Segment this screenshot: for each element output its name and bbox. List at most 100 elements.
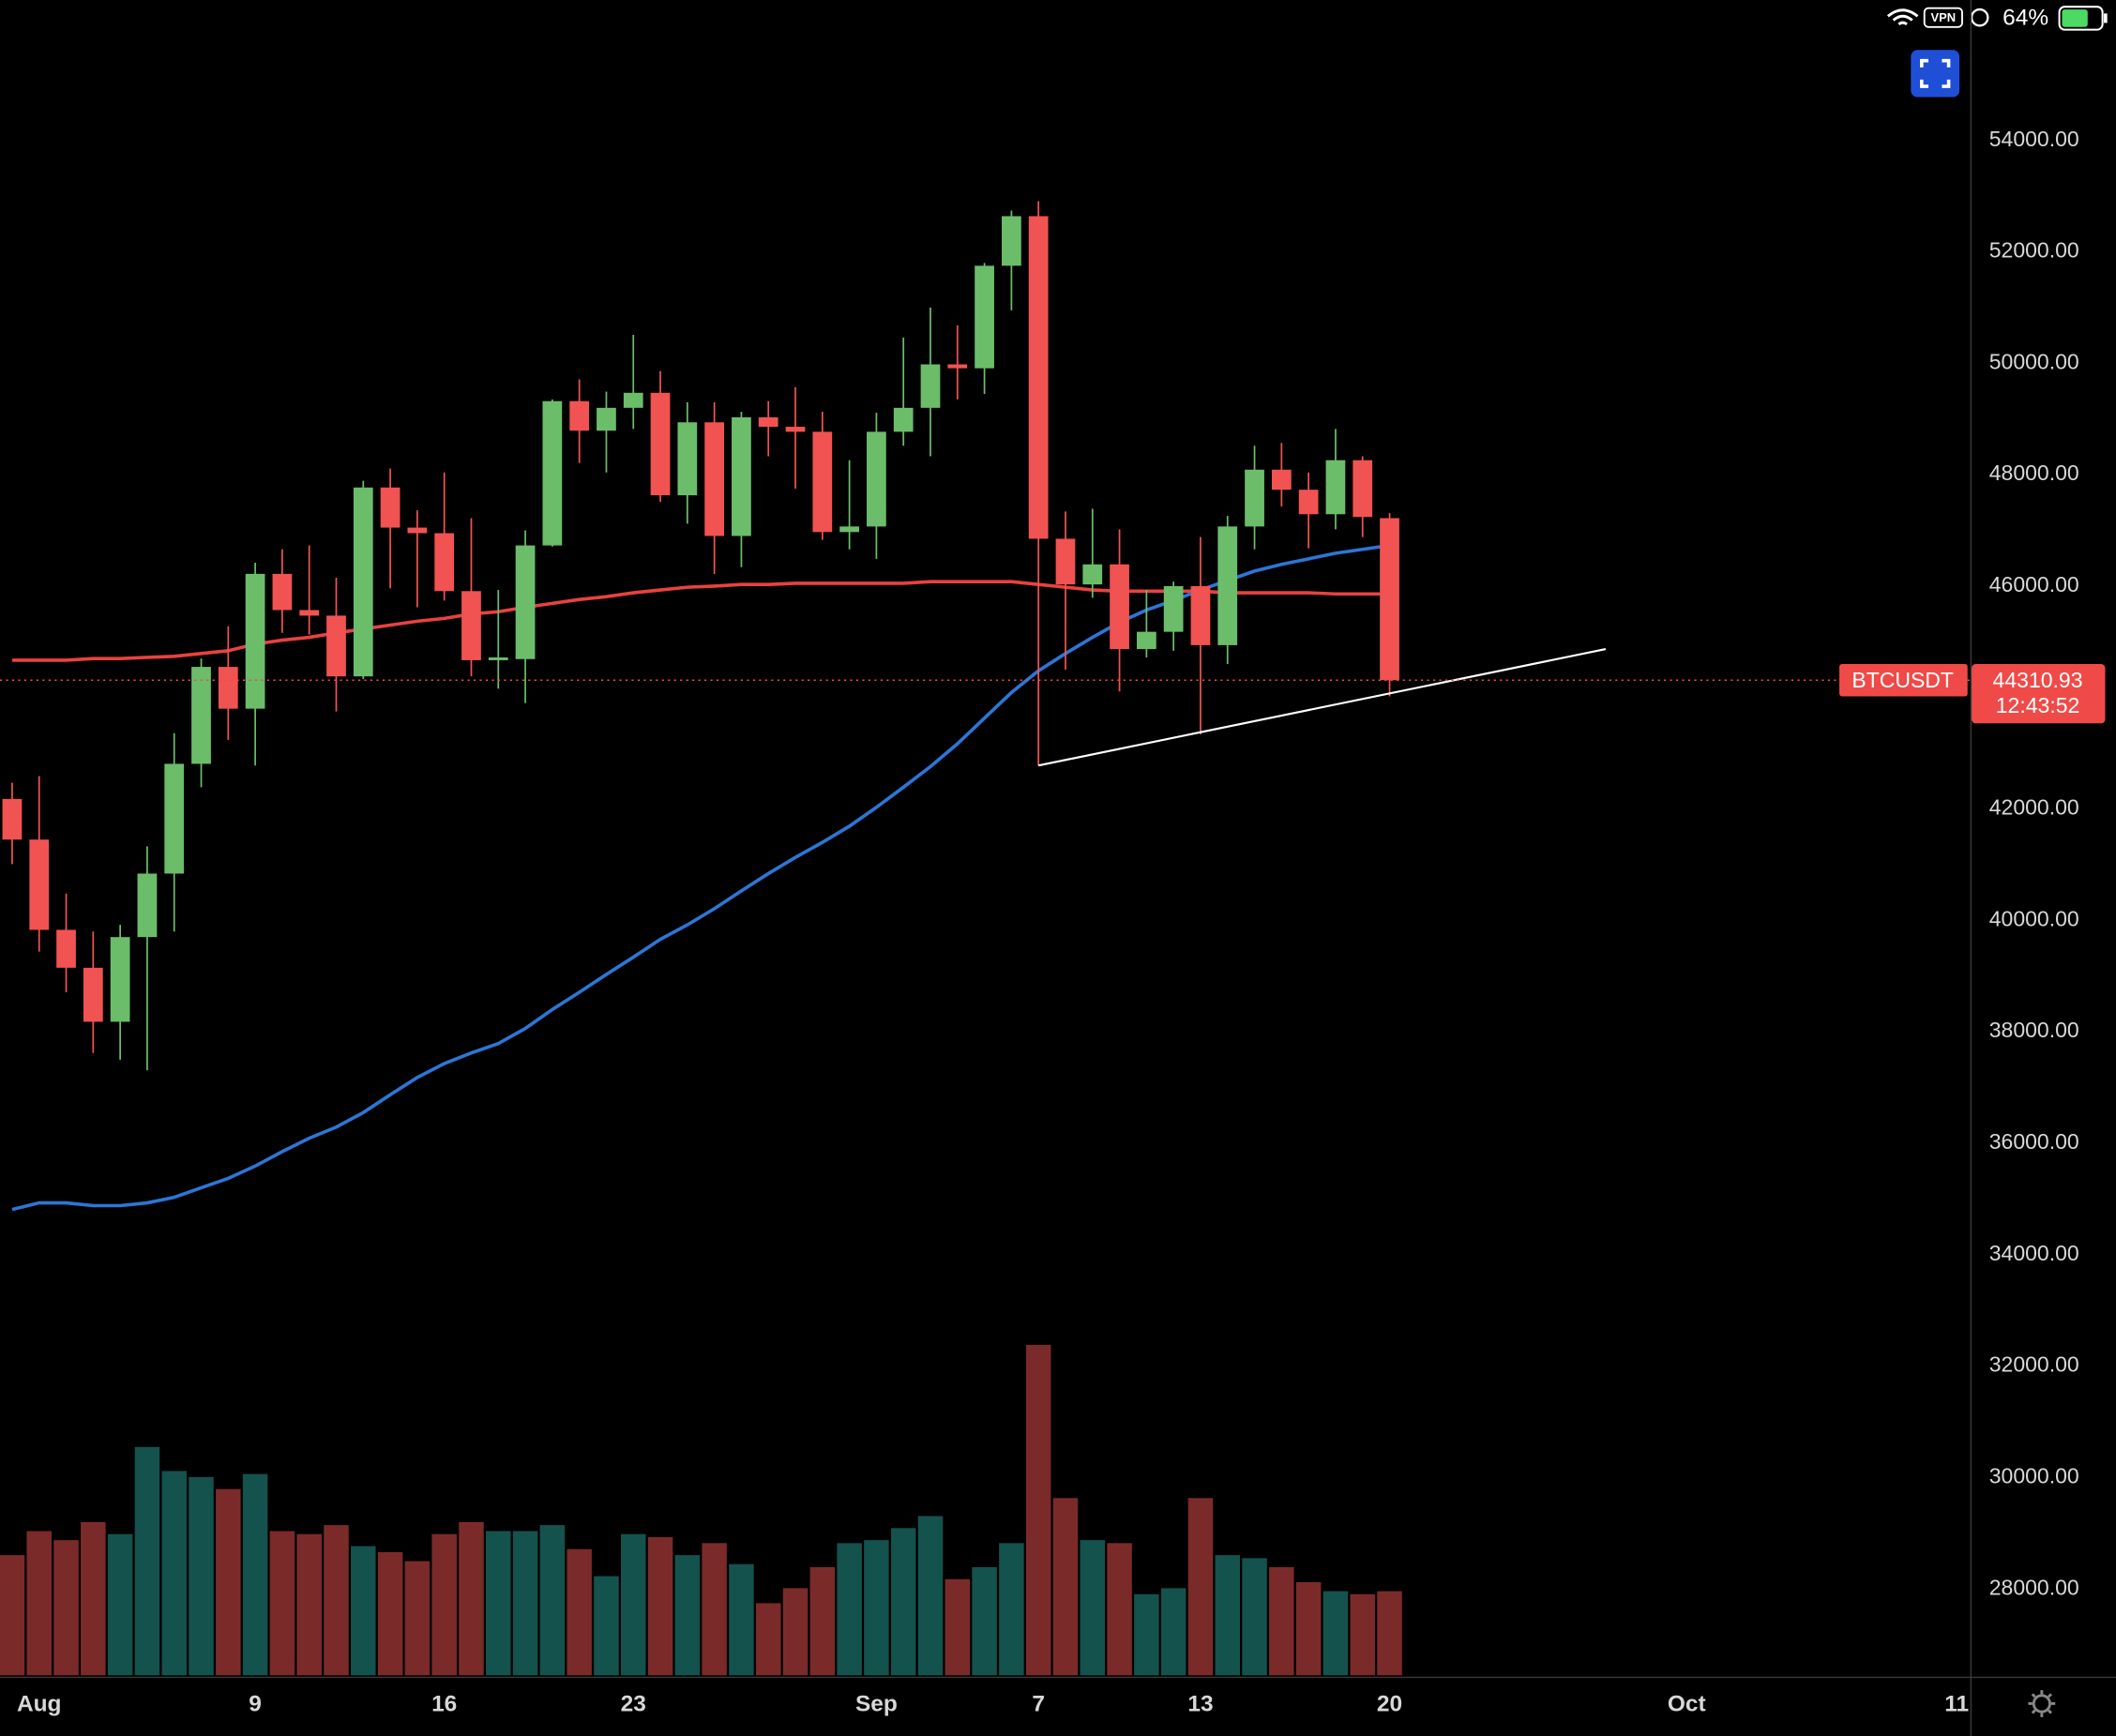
volume-bar — [1295, 1581, 1322, 1676]
volume-bar — [107, 1533, 133, 1676]
candle-body — [1190, 585, 1211, 645]
y-tick-label: 50000.00 — [1989, 349, 2079, 373]
volume-bar — [782, 1588, 809, 1676]
candle-body — [812, 431, 833, 533]
candle-body — [380, 487, 401, 528]
volume-bar — [945, 1578, 971, 1676]
candle-body — [326, 615, 346, 677]
volume-bar — [1107, 1543, 1132, 1676]
y-tick-label: 52000.00 — [1989, 238, 2079, 263]
volume-bar — [1242, 1558, 1267, 1676]
candle-body — [1271, 469, 1292, 491]
symbol-label: BTCUSDT — [1852, 668, 1954, 692]
candle-body — [245, 573, 265, 709]
candle-body — [407, 527, 428, 534]
volume-bar — [729, 1563, 754, 1676]
volume-bar — [647, 1536, 673, 1676]
volume-bar — [134, 1446, 160, 1676]
candle-body — [488, 657, 508, 660]
volume-bar — [1269, 1566, 1294, 1676]
volume-bar — [674, 1555, 701, 1676]
volume-bar — [972, 1566, 997, 1676]
candle-body — [1028, 216, 1049, 539]
volume-bar — [1322, 1591, 1349, 1676]
x-tick-label: Sep — [855, 1691, 898, 1716]
battery-tip — [2104, 13, 2108, 23]
battery-percent: 64% — [2003, 6, 2048, 31]
candle-body — [704, 422, 724, 536]
fullscreen-bg[interactable] — [1911, 50, 1960, 98]
candle-body — [2, 798, 23, 840]
volume-bar — [0, 1555, 25, 1676]
volume-bar — [539, 1525, 566, 1676]
volume-bar — [351, 1546, 376, 1676]
x-tick-label: 20 — [1377, 1691, 1402, 1716]
axes: 28000.00 30000.00 32000.00 34000.00 36000.00… — [17, 127, 2106, 1716]
y-tick-label: 36000.00 — [1989, 1129, 2079, 1154]
candle-body — [56, 929, 76, 968]
volume-bar — [702, 1543, 727, 1676]
candle-body — [353, 487, 373, 677]
moving-average-line — [11, 580, 1390, 662]
volume-bar — [324, 1525, 349, 1676]
y-tick-label: 38000.00 — [1989, 1018, 2079, 1042]
candle-body — [597, 407, 616, 431]
y-tick-label: 46000.00 — [1989, 572, 2079, 596]
y-tick-label: 32000.00 — [1989, 1352, 2079, 1377]
candle-body — [893, 407, 914, 432]
volume-bar — [512, 1531, 538, 1676]
vpn-badge — [1923, 7, 1963, 28]
volume-bar — [864, 1540, 889, 1676]
y-tick-label: 54000.00 — [1989, 127, 2079, 151]
y-tick-label: 42000.00 — [1989, 795, 2079, 820]
candle-body — [461, 591, 481, 660]
candle-body — [1325, 460, 1346, 515]
volume-bar — [917, 1516, 944, 1676]
y-tick-label: 34000.00 — [1989, 1241, 2079, 1265]
volume-bar — [1215, 1555, 1240, 1676]
candle-body — [218, 667, 238, 709]
volume-bar — [1052, 1498, 1079, 1676]
candle-body — [83, 967, 103, 1022]
candle-body — [732, 416, 751, 536]
volume-bar — [296, 1533, 322, 1676]
settings-gear[interactable] — [2032, 1694, 2051, 1713]
x-tick-label: 9 — [249, 1691, 262, 1716]
symbol-label-bg — [1839, 664, 1968, 697]
candle-body — [1353, 460, 1373, 518]
candle-body — [434, 533, 455, 592]
vpn-text: VPN — [1931, 10, 1957, 24]
volume-bar — [1160, 1588, 1186, 1676]
candle-body — [623, 392, 643, 408]
volume-bar — [161, 1471, 187, 1676]
volume-bar — [1187, 1498, 1214, 1676]
volume-bar — [216, 1488, 241, 1676]
wifi-icon — [1886, 8, 1919, 26]
candle-body — [1245, 469, 1264, 527]
candle-body — [1082, 564, 1103, 585]
candle-body — [569, 400, 590, 431]
x-tick-label: 13 — [1187, 1691, 1213, 1716]
candle-body — [1298, 490, 1319, 515]
battery-icon — [2058, 6, 2104, 31]
volume-bar — [81, 1521, 106, 1676]
countdown-label: 12:43:52 — [1996, 693, 2080, 717]
volume-bar — [1080, 1540, 1106, 1676]
volume-bar — [837, 1543, 862, 1676]
candle-body — [1002, 216, 1021, 266]
volume-bar — [486, 1531, 511, 1676]
volume-bar — [1350, 1593, 1375, 1676]
battery-level — [2062, 9, 2088, 27]
x-tick-label: 16 — [431, 1691, 457, 1716]
candle-body — [867, 431, 886, 527]
volume-bar — [809, 1566, 836, 1676]
volume-bar — [755, 1603, 781, 1676]
volume-bar — [377, 1551, 403, 1676]
candle-body — [299, 610, 320, 616]
candle-body — [1136, 631, 1156, 650]
volume-bar — [1134, 1593, 1159, 1676]
fullscreen-button[interactable] — [1911, 50, 1960, 98]
x-tick-label: 7 — [1032, 1691, 1045, 1716]
